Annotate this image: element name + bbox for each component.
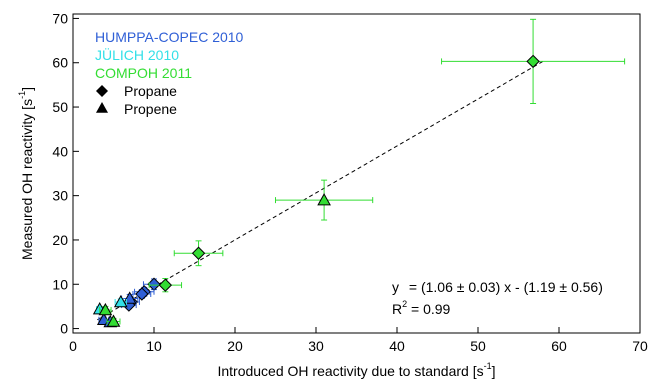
y-axis-label: Measured OH reactivity [s-1] <box>17 87 35 260</box>
fit-r-squared: R2 = 0.99 <box>392 299 451 317</box>
x-tick-label: 70 <box>632 338 648 354</box>
y-tick-label: 10 <box>52 276 68 292</box>
y-tick-label: 20 <box>52 232 68 248</box>
data-point-triangle <box>113 294 128 308</box>
y-tick-label: 50 <box>52 99 68 115</box>
fit-equation: y = (1.06 ± 0.03) x - (1.19 ± 0.56) <box>392 279 603 295</box>
data-point-triangle <box>317 193 331 206</box>
fit-equation-rest: = (1.06 ± 0.03) x - (1.19 ± 0.56) <box>405 279 603 295</box>
points-layer <box>92 18 626 328</box>
x-tick-label: 10 <box>146 338 162 354</box>
y-tick-label: 30 <box>52 188 68 204</box>
data-point-diamond <box>135 287 149 301</box>
data-point-diamond <box>191 246 206 260</box>
data-point-diamond <box>147 277 161 291</box>
y-tick-label: 60 <box>52 55 68 71</box>
y-tick-label: 70 <box>52 10 68 26</box>
legend-entry-propene: Propene <box>124 101 177 117</box>
y-tick-label: 0 <box>60 321 68 337</box>
fit-equation-y: y <box>392 279 399 295</box>
legend-entry-julich: JÜLICH 2010 <box>95 46 179 63</box>
y-axis-label-main: Measured OH reactivity [s <box>19 99 35 260</box>
x-axis-label-main: Introduced OH reactivity due to standard… <box>217 363 483 379</box>
fit-r2-value: = 0.99 <box>407 301 450 317</box>
fit-r2-sup: 2 <box>402 299 407 309</box>
y-axis-label-sup: -1 <box>17 91 27 99</box>
legend: HUMPPA-COPEC 2010 JÜLICH 2010 COMPOH 201… <box>95 29 244 117</box>
legend-entry-propane: Propane <box>124 83 177 99</box>
y-tick-label: 40 <box>52 143 68 159</box>
fit-line <box>97 61 544 321</box>
legend-triangle-marker <box>96 102 108 113</box>
x-tick-label: 40 <box>389 338 405 354</box>
x-tick-label: 60 <box>551 338 567 354</box>
tick-layer: 0 10 20 30 40 50 60 70 0 10 20 30 40 50 60 70 <box>52 10 648 354</box>
x-axis-label-sup: -1 <box>484 361 492 371</box>
legend-entry-compoh: COMPOH 2011 <box>95 65 192 81</box>
x-tick-label: 0 <box>69 338 77 354</box>
x-tick-label: 20 <box>227 338 243 354</box>
data-point-triangle <box>106 314 121 327</box>
data-point-diamond <box>526 54 540 69</box>
fit-r2-label: R <box>392 301 402 317</box>
plot-frame <box>72 13 641 334</box>
legend-diamond-marker <box>96 85 108 97</box>
x-axis-label: Introduced OH reactivity due to standard… <box>217 361 495 379</box>
x-axis-label-end: ] <box>492 363 496 379</box>
data-point-triangle <box>98 302 113 316</box>
x-tick-label: 30 <box>308 338 324 354</box>
data-point-diamond <box>158 278 173 292</box>
fit-layer <box>97 61 544 321</box>
legend-entry-humppa: HUMPPA-COPEC 2010 <box>95 29 244 45</box>
x-tick-label: 50 <box>470 338 486 354</box>
y-axis-label-end: ] <box>19 87 35 91</box>
